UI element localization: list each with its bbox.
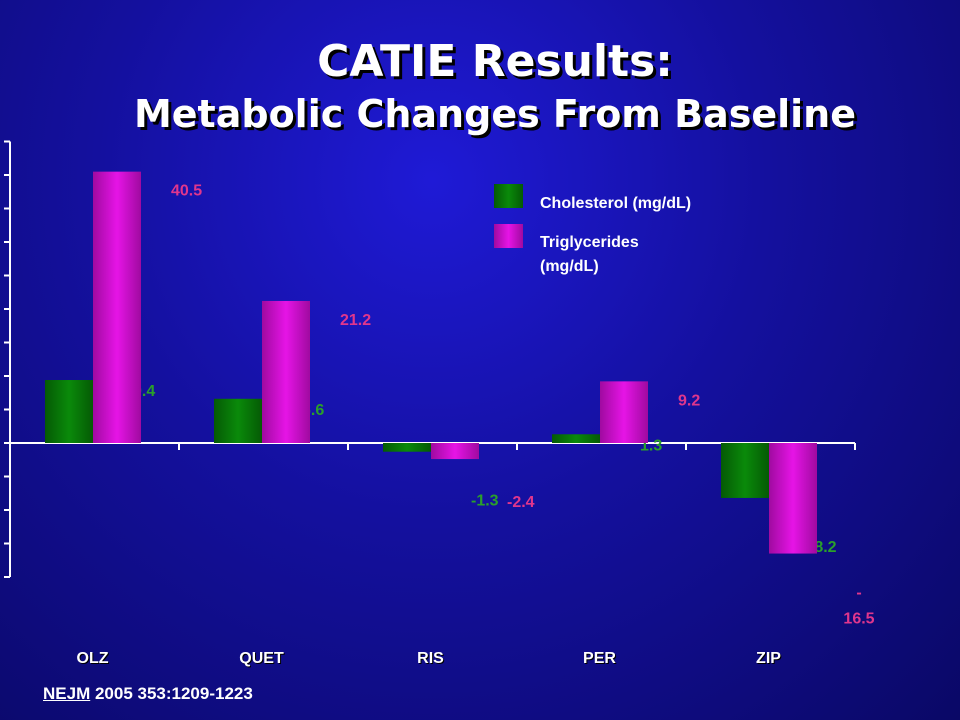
triglycerides-bar-per [600, 381, 648, 443]
cholesterol-legend-swatch [494, 184, 523, 208]
cholesterol-bar-quet [214, 398, 262, 443]
citation-details: 2005 353:1209-1223 [90, 684, 253, 703]
category-label-per: PER [583, 650, 616, 667]
citation: NEJM 2005 353:1209-1223 [43, 684, 253, 704]
citation-journal: NEJM [43, 684, 91, 703]
cholesterol-bar-olz [45, 380, 93, 443]
legend-label-cholesterol: Cholesterol (mg/dL) [540, 195, 691, 212]
triglycerides-value-label-ris: -2.4 [507, 494, 535, 511]
chart-title: CATIE Results: [317, 36, 673, 87]
chart-subtitle: Metabolic Changes From Baseline [133, 92, 857, 136]
legend-label-triglycerides: Triglycerides (mg/dL) [540, 234, 639, 275]
category-label-ris: RIS [417, 650, 444, 667]
triglycerides-bar-zip [769, 443, 817, 554]
cholesterol-bar-ris [383, 443, 431, 452]
category-label-olz: OLZ [77, 650, 109, 667]
triglycerides-value-label-per: 9.2 [678, 392, 700, 409]
category-label-quet: QUET [239, 650, 284, 667]
cholesterol-bar-per [552, 434, 600, 443]
triglycerides-value-label-zip: -16.5 [843, 585, 874, 628]
triglycerides-value-label-olz: 40.5 [171, 183, 202, 200]
category-label-zip: ZIP [756, 650, 781, 667]
triglycerides-bar-quet [262, 300, 310, 443]
triglycerides-bar-ris [431, 443, 479, 460]
triglycerides-legend-swatch [494, 224, 523, 248]
triglycerides-bar-olz [93, 171, 141, 443]
cholesterol-value-label-ris: -1.3 [471, 493, 499, 510]
cholesterol-bar-zip [721, 443, 769, 498]
triglycerides-value-label-quet: 21.2 [340, 312, 371, 329]
